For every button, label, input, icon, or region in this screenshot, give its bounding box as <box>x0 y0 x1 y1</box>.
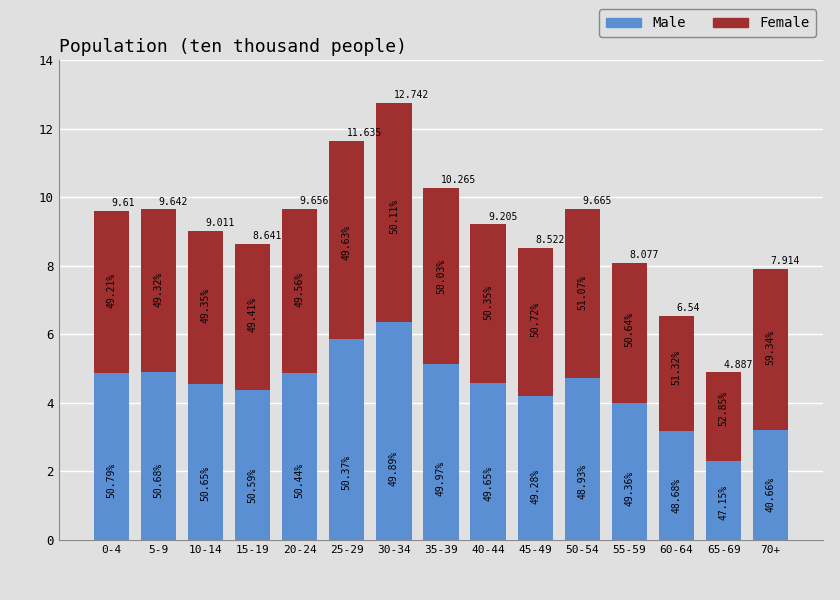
Bar <box>564 209 600 378</box>
Text: 9.011: 9.011 <box>206 218 235 229</box>
Text: 8.641: 8.641 <box>253 231 282 241</box>
Text: 6.54: 6.54 <box>676 303 700 313</box>
Bar <box>612 403 647 540</box>
Text: 50.65%: 50.65% <box>201 466 211 501</box>
Text: 9.656: 9.656 <box>300 196 329 206</box>
Text: 50.59%: 50.59% <box>248 467 258 503</box>
Text: 49.65%: 49.65% <box>483 466 493 501</box>
Text: 50.64%: 50.64% <box>624 312 634 347</box>
Bar <box>140 209 176 373</box>
Text: 50.44%: 50.44% <box>295 463 305 498</box>
Bar <box>470 383 506 540</box>
Legend: Male, Female: Male, Female <box>599 10 816 37</box>
Text: 50.79%: 50.79% <box>106 463 116 498</box>
Bar <box>140 373 176 540</box>
Text: 49.32%: 49.32% <box>154 272 163 307</box>
Text: 12.742: 12.742 <box>394 91 429 100</box>
Text: 49.35%: 49.35% <box>201 287 211 323</box>
Text: 59.34%: 59.34% <box>766 330 776 365</box>
Bar <box>659 431 694 540</box>
Bar <box>376 103 412 322</box>
Text: 47.15%: 47.15% <box>719 485 728 520</box>
Bar <box>93 211 129 373</box>
Bar <box>753 269 789 430</box>
Text: 9.205: 9.205 <box>488 212 517 221</box>
Text: 50.68%: 50.68% <box>154 463 163 498</box>
Bar <box>612 263 647 403</box>
Bar <box>329 141 365 339</box>
Text: 49.97%: 49.97% <box>436 461 446 496</box>
Bar <box>517 248 553 396</box>
Text: 49.89%: 49.89% <box>389 450 399 485</box>
Bar <box>376 322 412 540</box>
Text: 49.36%: 49.36% <box>624 470 634 506</box>
Text: 48.68%: 48.68% <box>671 478 681 513</box>
Text: 4.887: 4.887 <box>724 360 753 370</box>
Text: 49.63%: 49.63% <box>342 224 352 260</box>
Text: 50.11%: 50.11% <box>389 199 399 235</box>
Bar <box>706 373 742 461</box>
Bar <box>235 244 270 390</box>
Bar <box>517 396 553 540</box>
Bar <box>188 383 223 540</box>
Text: 51.32%: 51.32% <box>671 350 681 385</box>
Bar <box>282 373 318 540</box>
Bar <box>282 209 318 373</box>
Bar <box>423 188 459 364</box>
Text: 50.35%: 50.35% <box>483 284 493 320</box>
Text: 49.41%: 49.41% <box>248 296 258 332</box>
Text: 50.03%: 50.03% <box>436 259 446 294</box>
Text: 8.077: 8.077 <box>629 250 659 260</box>
Bar <box>564 378 600 540</box>
Bar <box>753 430 789 540</box>
Text: 8.522: 8.522 <box>535 235 564 245</box>
Text: 52.85%: 52.85% <box>719 391 728 425</box>
Text: 49.21%: 49.21% <box>106 272 116 308</box>
Bar <box>93 373 129 540</box>
Text: 11.635: 11.635 <box>347 128 382 139</box>
Text: 9.665: 9.665 <box>582 196 612 206</box>
Bar <box>188 231 223 383</box>
Text: 7.914: 7.914 <box>771 256 801 266</box>
Text: 49.56%: 49.56% <box>295 272 305 307</box>
Text: 50.72%: 50.72% <box>530 301 540 337</box>
Bar <box>470 224 506 383</box>
Bar <box>235 390 270 540</box>
Text: Population (ten thousand people): Population (ten thousand people) <box>59 38 407 56</box>
Text: 50.37%: 50.37% <box>342 455 352 490</box>
Text: 10.265: 10.265 <box>441 175 476 185</box>
Bar <box>329 339 365 540</box>
Bar <box>423 364 459 540</box>
Text: 9.61: 9.61 <box>111 198 134 208</box>
Text: 48.93%: 48.93% <box>577 464 587 499</box>
Text: 9.642: 9.642 <box>158 197 187 206</box>
Text: 49.28%: 49.28% <box>530 469 540 504</box>
Bar <box>706 461 742 540</box>
Text: 40.66%: 40.66% <box>766 477 776 512</box>
Text: 51.07%: 51.07% <box>577 275 587 310</box>
Bar <box>659 316 694 431</box>
